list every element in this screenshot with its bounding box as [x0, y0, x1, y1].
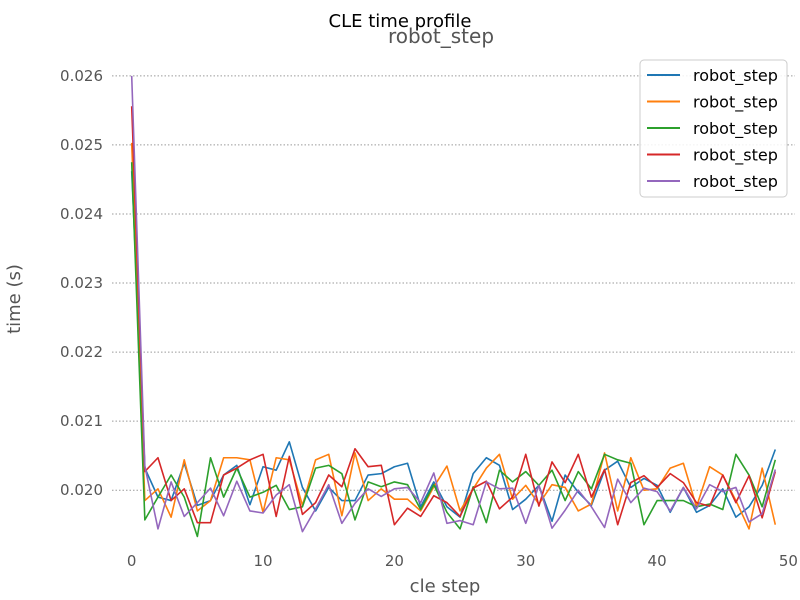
y-tick-label: 0.026 [60, 67, 103, 85]
series-line-3 [130, 162, 777, 538]
y-tick-label: 0.024 [60, 205, 103, 223]
x-tick-label: 10 [254, 552, 273, 570]
y-tick-label: 0.022 [60, 343, 103, 361]
legend-label: robot_step [693, 172, 778, 192]
series-lines [130, 75, 777, 538]
figure-suptitle: CLE time profile [329, 11, 472, 32]
y-tick-label: 0.025 [60, 136, 103, 154]
legend: robot_step robot_step robot_step robot_step… [639, 59, 788, 198]
x-axis-ticks: 0 10 20 30 40 50 [127, 552, 798, 570]
x-tick-label: 50 [779, 552, 798, 570]
series-line-5 [130, 75, 777, 533]
y-axis-ticks: 0.020 0.021 0.022 0.023 0.024 0.025 0.026 [60, 67, 103, 499]
series-line-4 [130, 106, 777, 526]
series-line-1 [130, 171, 777, 523]
legend-label: robot_step [693, 146, 778, 166]
series-line-2 [130, 142, 777, 530]
x-tick-label: 20 [385, 552, 404, 570]
y-tick-label: 0.021 [60, 412, 103, 430]
legend-label: robot_step [693, 119, 778, 139]
x-axis-label: cle step [410, 576, 481, 597]
x-tick-label: 40 [648, 552, 667, 570]
y-tick-label: 0.023 [60, 274, 103, 292]
y-tick-label: 0.020 [60, 481, 103, 499]
legend-box [639, 59, 788, 198]
chart-title: robot_step [388, 24, 494, 48]
x-tick-label: 30 [516, 552, 535, 570]
x-tick-label: 0 [127, 552, 137, 570]
y-axis-label: time (s) [4, 264, 25, 334]
legend-label: robot_step [693, 66, 778, 86]
legend-label: robot_step [693, 93, 778, 113]
